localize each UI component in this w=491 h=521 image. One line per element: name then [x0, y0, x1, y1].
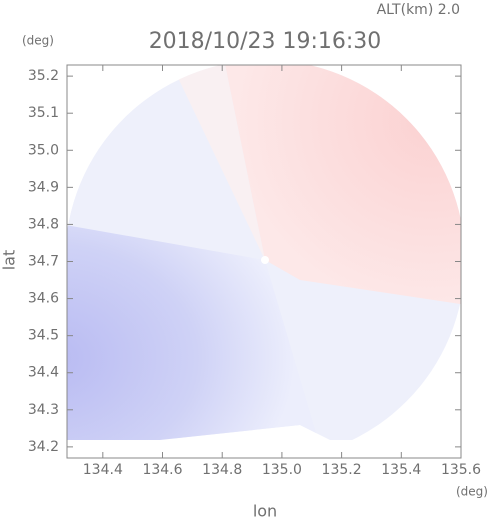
x-tick-label: 134.8	[202, 462, 242, 478]
chart-title: 2018/10/23 19:16:30	[149, 29, 382, 54]
y-tick-label: 35.1	[28, 105, 59, 121]
y-tick-label: 34.7	[28, 254, 59, 270]
y-tick-label: 34.6	[28, 291, 59, 307]
y-axis-label: lat	[0, 250, 19, 271]
radar-field	[67, 65, 461, 440]
y-tick-label: 34.8	[28, 216, 59, 232]
x-unit: (deg)	[456, 485, 488, 499]
subtitle: ALT(km) 2.0	[377, 2, 460, 18]
x-tick-label: 134.4	[83, 462, 123, 478]
x-tick-label: 135.6	[441, 462, 481, 478]
x-tick-label: 135.0	[262, 462, 302, 478]
y-unit: (deg)	[22, 34, 54, 48]
y-tick-label: 35.0	[28, 142, 59, 158]
x-tick-label: 135.2	[322, 462, 362, 478]
y-tick-label: 34.2	[28, 439, 59, 455]
y-tick-label: 35.2	[28, 68, 59, 84]
x-tick-label: 135.4	[381, 462, 421, 478]
x-tick-label: 134.6	[142, 462, 182, 478]
y-tick-label: 34.3	[28, 402, 59, 418]
y-tick-label: 34.5	[28, 328, 59, 344]
y-tick-label: 34.9	[28, 179, 59, 195]
x-axis-label: lon	[253, 502, 277, 521]
y-tick-label: 34.4	[28, 365, 59, 381]
